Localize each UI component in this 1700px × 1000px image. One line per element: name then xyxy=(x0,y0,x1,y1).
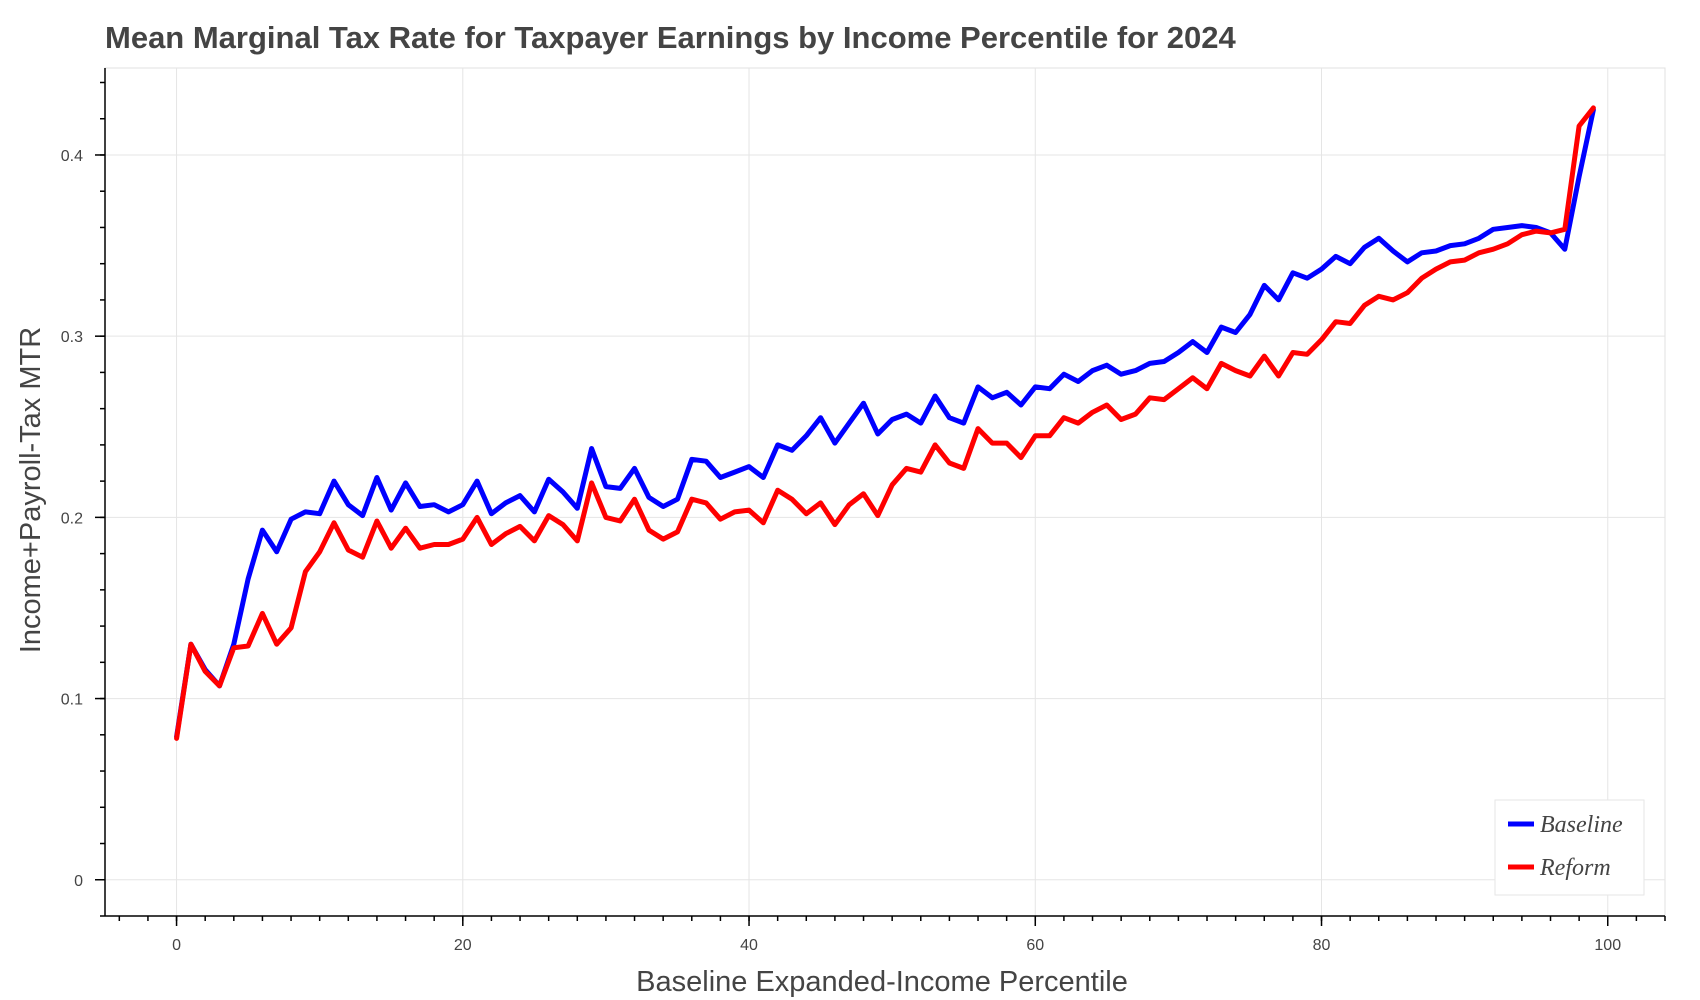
axes: 0 20 40 60 80 100 0 0.1 0.2 0.3 0.4 xyxy=(61,68,1666,954)
x-axis-label: Baseline Expanded-Income Percentile xyxy=(636,966,1128,998)
legend: Baseline Reform xyxy=(1494,799,1645,896)
y-tick-label: 0.2 xyxy=(61,510,83,527)
x-tick-label: 100 xyxy=(1594,937,1621,954)
series-lines xyxy=(174,105,1596,741)
legend-box xyxy=(1494,799,1645,896)
x-tick-label: 40 xyxy=(740,937,758,954)
y-tick-label: 0.3 xyxy=(61,329,83,346)
x-tick-label: 60 xyxy=(1026,937,1044,954)
x-tick-label: 20 xyxy=(454,937,472,954)
x-tick-label: 80 xyxy=(1313,937,1331,954)
legend-label-baseline: Baseline xyxy=(1540,812,1623,838)
series-line-reform xyxy=(174,105,1596,741)
y-tick-label: 0.1 xyxy=(61,692,83,709)
y-axis-label: Income+Payroll-Tax MTR xyxy=(15,327,47,653)
y-tick-label: 0.4 xyxy=(61,148,83,165)
legend-label-reform: Reform xyxy=(1539,855,1611,881)
chart-title: Mean Marginal Tax Rate for Taxpayer Earn… xyxy=(105,20,1237,55)
series-line-baseline xyxy=(174,107,1596,740)
x-tick-label: 0 xyxy=(172,937,181,954)
y-tick-label: 0 xyxy=(74,873,83,890)
